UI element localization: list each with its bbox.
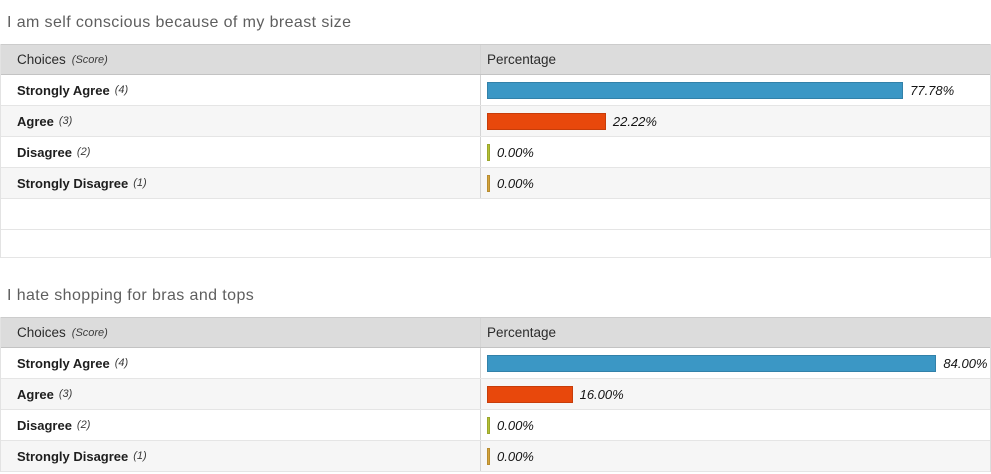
choice-label: Strongly Agree [17, 355, 110, 371]
percentage-bar [487, 112, 606, 130]
percentage-bar [487, 354, 937, 372]
choices-header-label: Choices [17, 52, 66, 67]
percentage-value: 77.78% [910, 82, 955, 98]
choice-label: Strongly Disagree [17, 448, 129, 464]
choice-score: (3) [58, 388, 73, 400]
score-header-label: (Score) [71, 326, 108, 339]
choice-cell: Agree (3) [1, 106, 481, 136]
percentage-value: 0.00% [497, 448, 534, 464]
choice-label: Agree [17, 386, 54, 402]
table-row: Agree (3) 16.00% [1, 379, 990, 410]
survey-question-section: I am self conscious because of my breast… [0, 14, 991, 258]
choice-cell: Disagree (2) [1, 137, 481, 167]
percentage-bar [487, 385, 573, 403]
percentage-cell: 0.00% [481, 137, 990, 167]
percentage-bar [487, 416, 490, 434]
table-body: Strongly Agree (4) 77.78% Agree (3) 22.2… [1, 75, 990, 258]
percentage-value: 0.00% [497, 417, 534, 433]
question-title: I am self conscious because of my breast… [7, 14, 352, 31]
results-table: Choices (Score) Percentage Strongly Agre… [0, 317, 991, 472]
choice-score: (1) [133, 177, 147, 189]
choice-label: Strongly Disagree [17, 175, 129, 191]
choice-score: (2) [76, 419, 91, 431]
percentage-value: 0.00% [497, 144, 534, 160]
table-body: Strongly Agree (4) 84.00% Agree (3) 16.0… [1, 348, 990, 472]
percentage-cell: 0.00% [481, 410, 990, 440]
score-header-label: (Score) [71, 53, 108, 66]
question-title: I hate shopping for bras and tops [7, 287, 255, 304]
percentage-value: 0.00% [497, 175, 534, 191]
choice-label: Disagree [17, 417, 72, 433]
table-row: Strongly Disagree (1) 0.00% [1, 168, 990, 199]
choice-label: Strongly Agree [17, 82, 110, 98]
percentage-cell: 0.00% [481, 168, 990, 198]
choice-cell: Disagree (2) [1, 410, 481, 440]
percentage-cell: 16.00% [481, 379, 990, 409]
table-row: Agree (3) 22.22% [1, 106, 990, 137]
percentage-header-label: Percentage [487, 52, 557, 67]
choice-cell: Agree (3) [1, 379, 481, 409]
choice-score: (1) [133, 450, 147, 462]
survey-question-section: I hate shopping for bras and tops Choice… [0, 286, 991, 472]
choice-score: (2) [76, 146, 91, 158]
empty-row [1, 199, 990, 230]
table-row: Strongly Agree (4) 84.00% [1, 348, 990, 379]
percentage-value: 16.00% [579, 386, 624, 402]
percentage-bar [487, 174, 490, 192]
choice-cell: Strongly Disagree (1) [1, 441, 481, 471]
choice-score: (3) [58, 115, 73, 127]
choice-cell: Strongly Agree (4) [1, 75, 481, 105]
percentage-cell: 77.78% [481, 75, 990, 105]
percentage-cell: 84.00% [481, 348, 990, 378]
choice-score: (4) [114, 84, 129, 96]
percentage-value: 84.00% [943, 355, 988, 371]
empty-row [1, 230, 990, 258]
choice-cell: Strongly Disagree (1) [1, 168, 481, 198]
choices-header-cell: Choices (Score) [1, 45, 481, 74]
table-header: Choices (Score) Percentage [1, 317, 990, 348]
choices-header-label: Choices [17, 325, 66, 340]
percentage-header-label: Percentage [487, 325, 557, 340]
table-row: Disagree (2) 0.00% [1, 410, 990, 441]
choice-score: (4) [114, 357, 129, 369]
choices-header-cell: Choices (Score) [1, 318, 481, 347]
percentage-header-cell: Percentage [481, 45, 990, 74]
table-row: Strongly Disagree (1) 0.00% [1, 441, 990, 472]
percentage-cell: 22.22% [481, 106, 990, 136]
choice-label: Agree [17, 113, 54, 129]
table-row: Strongly Agree (4) 77.78% [1, 75, 990, 106]
choice-label: Disagree [17, 144, 72, 160]
percentage-bar [487, 81, 904, 99]
choice-cell: Strongly Agree (4) [1, 348, 481, 378]
percentage-bar [487, 143, 490, 161]
percentage-bar [487, 447, 490, 465]
results-table: Choices (Score) Percentage Strongly Agre… [0, 44, 991, 258]
table-header: Choices (Score) Percentage [1, 44, 990, 75]
percentage-header-cell: Percentage [481, 318, 990, 347]
percentage-value: 22.22% [612, 113, 657, 129]
percentage-cell: 0.00% [481, 441, 990, 471]
table-row: Disagree (2) 0.00% [1, 137, 990, 168]
